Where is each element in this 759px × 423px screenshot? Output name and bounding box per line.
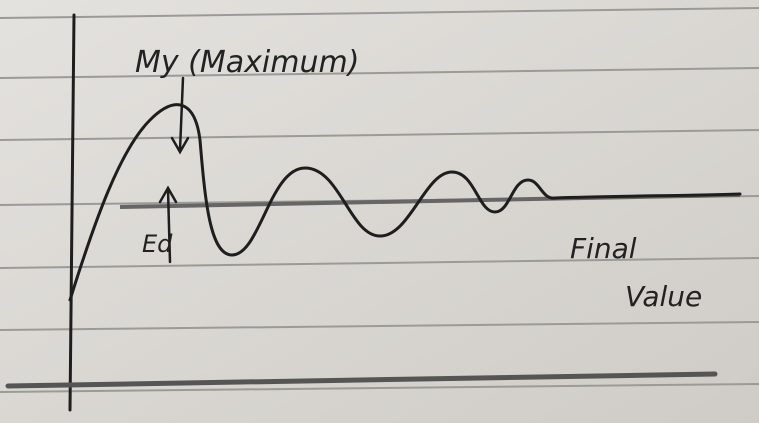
peak-label: My (Maximum) [135,45,359,80]
final-label: Value [625,280,702,313]
error-label: Ed [142,230,173,258]
sketch: My (Maximum) Ed Final Value [0,0,759,423]
final-label: Final [570,232,637,265]
paper [0,0,759,423]
